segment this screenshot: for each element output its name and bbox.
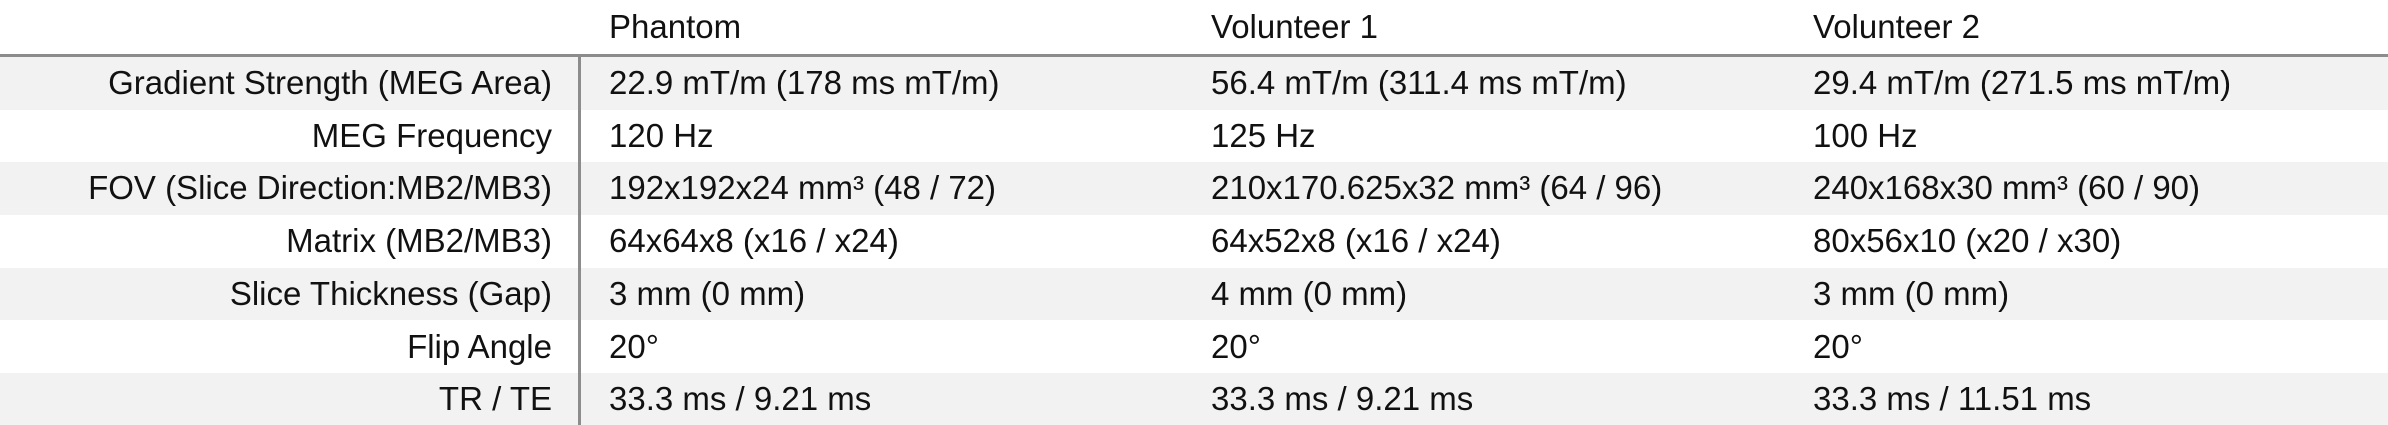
column-header: Volunteer 1 xyxy=(1211,8,1378,45)
column-header: Phantom xyxy=(609,8,742,45)
table-row: MEG Frequency 120 Hz 125 Hz 100 Hz xyxy=(0,110,2388,163)
table-cell: 33.3 ms / 9.21 ms xyxy=(609,380,872,418)
header-rule xyxy=(0,54,2388,57)
table-cell: 120 Hz xyxy=(609,116,714,154)
table-cell: 192x192x24 mm³ (48 / 72) xyxy=(609,169,997,207)
table-row: TR / TE 33.3 ms / 9.21 ms 33.3 ms / 9.21 m… xyxy=(0,373,2388,425)
table-cell: 240x168x30 mm³ (60 / 90) xyxy=(1813,169,2201,207)
row-label: Slice Thickness (Gap) xyxy=(229,274,552,312)
row-label: Flip Angle xyxy=(407,327,552,365)
column-header: Volunteer 2 xyxy=(1813,8,1980,45)
table-cell: 125 Hz xyxy=(1211,116,1316,154)
header-row: Phantom Volunteer 1 Volunteer 2 xyxy=(0,0,2388,54)
table-cell: 64x64x8 (x16 / x24) xyxy=(609,222,899,260)
table-cell: 80x56x10 (x20 / x30) xyxy=(1813,222,2122,260)
label-rule xyxy=(578,54,581,425)
table-cell: 4 mm (0 mm) xyxy=(1211,274,1408,312)
row-label: Matrix (MB2/MB3) xyxy=(286,222,552,260)
table-cell: 56.4 mT/m (311.4 ms mT/m) xyxy=(1211,64,1627,101)
table-cell: 22.9 mT/m (178 ms mT/m) xyxy=(609,64,1000,101)
table-row: Matrix (MB2/MB3) 64x64x8 (x16 / x24) 64x52… xyxy=(0,215,2388,268)
table-cell: 20° xyxy=(1813,327,1863,365)
table-cell: 33.3 ms / 11.51 ms xyxy=(1813,380,2092,418)
table-cell: 29.4 mT/m (271.5 ms mT/m) xyxy=(1813,64,2232,101)
row-label: FOV (Slice Direction:MB2/MB3) xyxy=(88,169,552,207)
row-label: Gradient Strength (MEG Area) xyxy=(108,64,552,101)
table-cell: 33.3 ms / 9.21 ms xyxy=(1211,380,1474,418)
table-cell: 20° xyxy=(1211,327,1261,365)
table-cell: 210x170.625x32 mm³ (64 / 96) xyxy=(1211,169,1663,207)
row-label: MEG Frequency xyxy=(311,116,552,154)
table-row: Slice Thickness (Gap) 3 mm (0 mm) 4 mm (0 … xyxy=(0,267,2388,321)
table-row: Gradient Strength (MEG Area) 22.9 mT/m (1… xyxy=(0,57,2388,110)
table-row: FOV (Slice Direction:MB2/MB3) 192x192x24 … xyxy=(0,162,2388,216)
table-row: Flip Angle 20° 20° 20° xyxy=(0,321,2388,374)
table-cell: 3 mm (0 mm) xyxy=(1813,274,2010,312)
table-cell: 100 Hz xyxy=(1813,116,1918,154)
table-cell: 20° xyxy=(609,327,659,365)
row-label: TR / TE xyxy=(438,380,552,418)
table-cell: 64x52x8 (x16 / x24) xyxy=(1211,222,1501,260)
table-cell: 3 mm (0 mm) xyxy=(609,274,806,312)
